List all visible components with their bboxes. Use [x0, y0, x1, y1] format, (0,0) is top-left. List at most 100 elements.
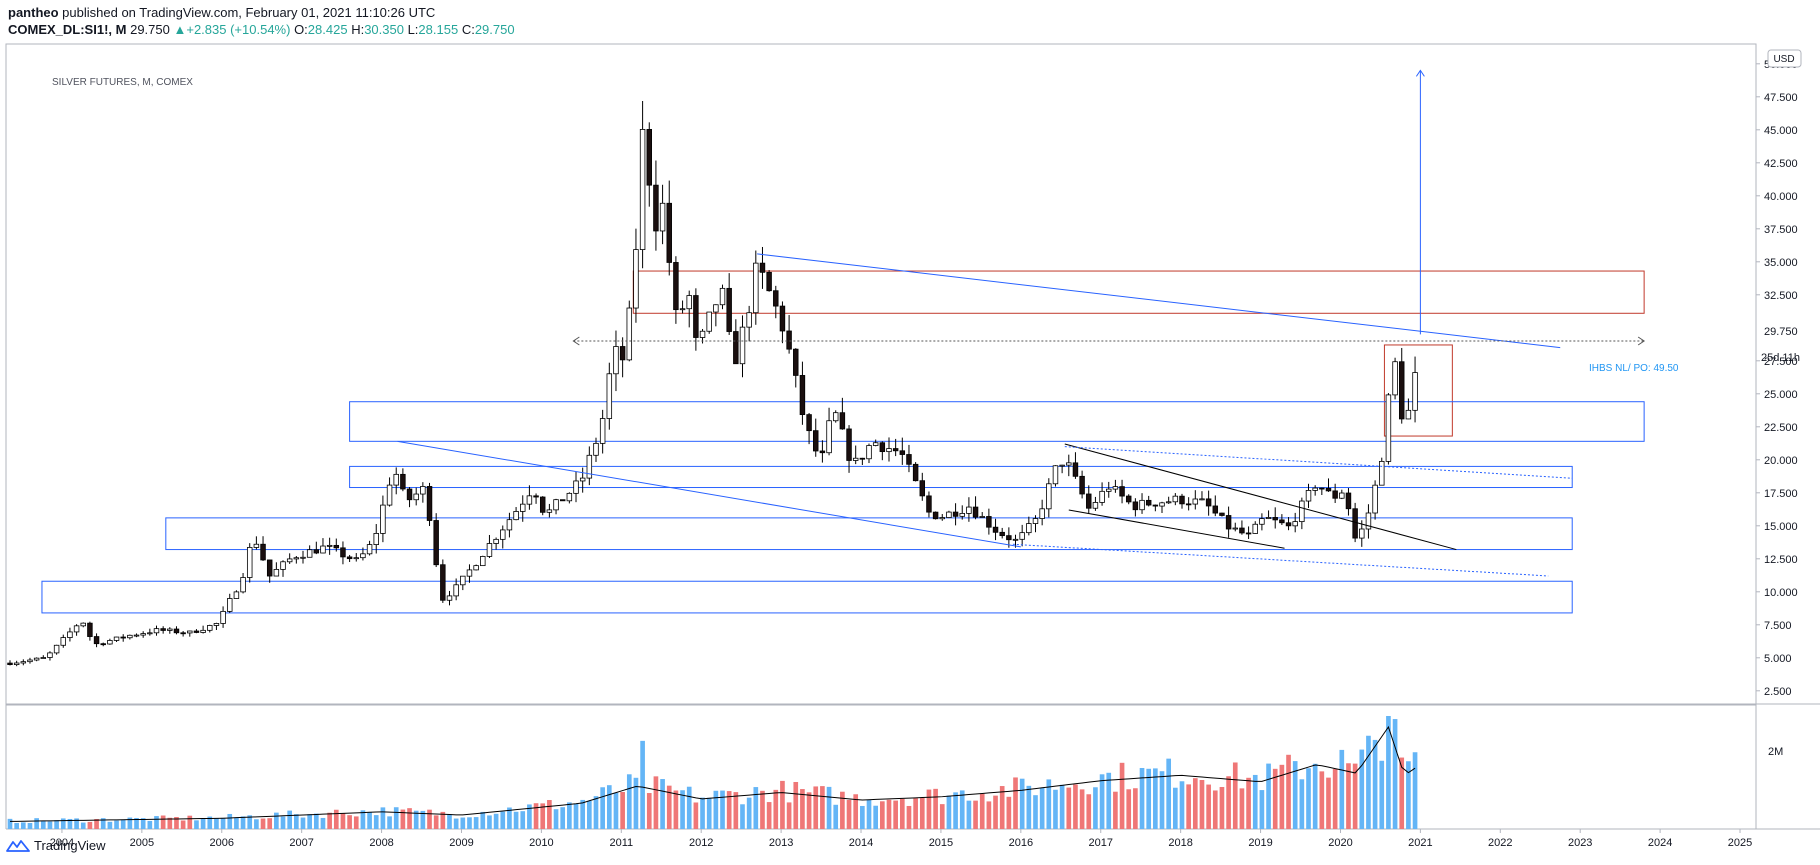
symbol-name[interactable]: COMEX_DL:SI1!, M	[8, 22, 127, 37]
candle	[566, 492, 573, 504]
candle	[273, 562, 280, 577]
candle	[1132, 498, 1139, 517]
volume-bar	[1266, 763, 1271, 829]
volume-bar	[1059, 784, 1065, 829]
volume-bar	[313, 813, 319, 829]
zone-red-1[interactable]	[1383, 344, 1453, 437]
candle	[60, 634, 66, 648]
publisher-name[interactable]: pantheo	[8, 5, 59, 20]
trendline-5[interactable]	[1012, 543, 1549, 577]
candle	[460, 575, 466, 591]
time-tick-label: 2016	[1009, 837, 1033, 849]
candle	[952, 503, 959, 526]
price-tick-label: 42.500	[1764, 158, 1798, 170]
trendline-1[interactable]	[397, 440, 1021, 548]
candle	[619, 337, 626, 378]
annotation-text[interactable]: IHBS NL/ PO: 49.50	[1589, 363, 1679, 374]
candle	[593, 437, 599, 462]
volume-bar	[320, 817, 326, 829]
candle	[939, 514, 945, 521]
volume-bar	[1312, 763, 1318, 829]
candle	[659, 184, 666, 245]
tradingview-brand[interactable]: TradingView	[34, 838, 106, 853]
volume-bar	[207, 816, 213, 829]
zone-blue-5[interactable]	[41, 580, 1573, 614]
candle	[313, 541, 320, 555]
candle	[959, 505, 965, 520]
volume-bar	[1113, 791, 1118, 829]
volume-bar	[966, 800, 972, 829]
candle	[1379, 457, 1385, 486]
candle	[20, 659, 27, 666]
zone-blue-4[interactable]	[165, 517, 1573, 551]
volume-bar	[120, 819, 126, 829]
volume-bar	[593, 796, 599, 829]
candle	[919, 472, 926, 501]
volume-bar	[500, 811, 506, 829]
volume-bar	[1086, 794, 1092, 829]
price-tick-label: 32.500	[1764, 290, 1798, 302]
candle	[286, 553, 293, 564]
volume-bar	[640, 740, 645, 829]
trendline-3[interactable]	[1068, 509, 1285, 549]
candle	[906, 444, 912, 473]
volume-bar	[1386, 716, 1391, 829]
candle	[859, 457, 866, 465]
volume-bar	[307, 814, 312, 829]
candle	[1392, 357, 1398, 400]
volume-bar	[979, 793, 985, 829]
candle	[1279, 514, 1285, 525]
currency-box[interactable]	[1767, 49, 1802, 68]
trendline-0[interactable]	[757, 253, 1561, 349]
candle	[746, 305, 752, 342]
candle	[406, 487, 413, 508]
volume-bar	[606, 785, 612, 829]
candle	[1179, 493, 1185, 509]
volume-bar	[1153, 768, 1158, 829]
zone-blue-3[interactable]	[349, 465, 1573, 489]
volume-bar	[294, 814, 299, 829]
candle	[1359, 520, 1365, 547]
price-axis[interactable]: 50.00047.50045.00042.50040.00037.50035.0…	[1756, 59, 1798, 698]
trendline-2[interactable]	[1064, 443, 1457, 551]
candle	[1032, 515, 1039, 533]
candle	[899, 437, 906, 465]
candle	[1285, 517, 1292, 531]
volume-bar	[646, 793, 652, 829]
candle	[872, 439, 879, 447]
candle	[1325, 478, 1332, 492]
candle	[1125, 494, 1132, 505]
trendline-4[interactable]	[1064, 446, 1573, 479]
candle	[1185, 497, 1192, 511]
candle	[213, 622, 220, 631]
volume-bar	[833, 804, 839, 829]
volume-bar	[367, 812, 372, 829]
tradingview-logo-icon[interactable]	[6, 839, 30, 853]
volume-bar	[633, 777, 639, 829]
time-axis[interactable]: 2004 2005 2006 2007 2008 2009 2010 2011 2012 2013…	[50, 829, 1753, 849]
volume-bar	[100, 818, 106, 829]
volume-bar	[893, 800, 898, 829]
candle	[393, 467, 399, 495]
candle	[453, 578, 459, 601]
volume-bar	[513, 811, 519, 829]
candle	[986, 508, 992, 535]
volume-bar	[1093, 787, 1098, 829]
candle	[1139, 493, 1145, 514]
volume-bar	[347, 815, 352, 829]
candle	[579, 467, 586, 493]
volume-bar	[260, 818, 266, 829]
published-text: published on TradingView.com, February 0…	[58, 5, 436, 20]
candle	[73, 624, 80, 636]
volume-bar	[1126, 789, 1132, 829]
zone-blue-2[interactable]	[349, 401, 1645, 442]
candle	[1159, 501, 1165, 513]
candle	[1026, 516, 1032, 536]
volume-bar	[1079, 789, 1085, 829]
candle	[1006, 527, 1012, 548]
volume-bar	[773, 789, 779, 829]
candle	[1199, 491, 1205, 501]
candle	[1099, 482, 1105, 506]
candle	[1059, 464, 1065, 474]
